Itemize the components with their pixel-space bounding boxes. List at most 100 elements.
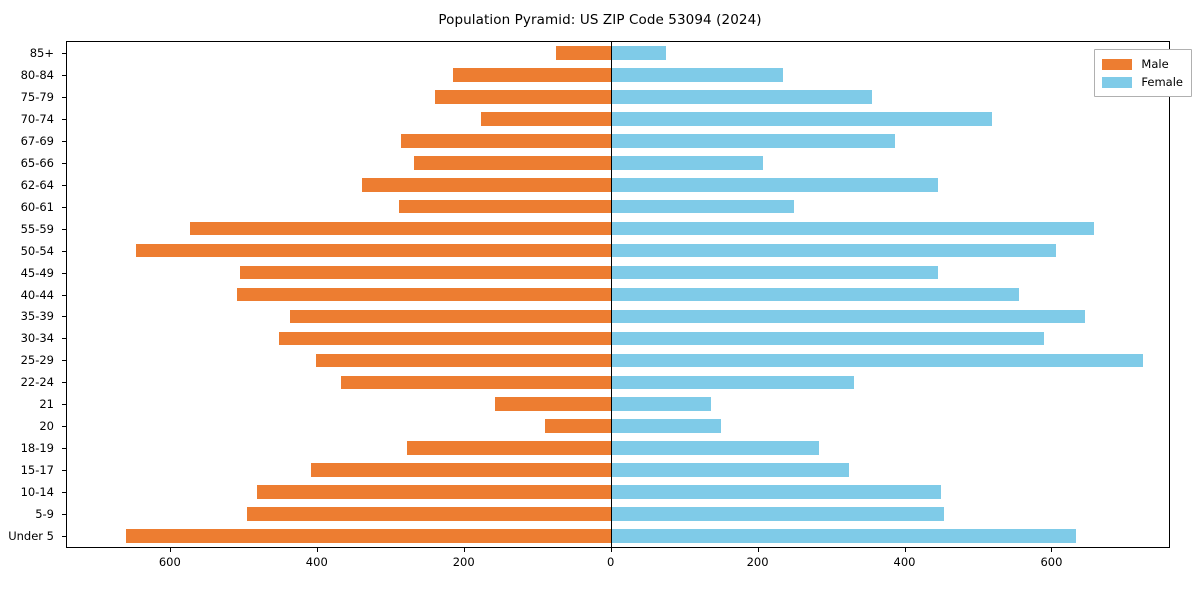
age-group-label: 67-69 [20, 133, 54, 148]
legend-swatch-female [1102, 76, 1133, 88]
age-group-label: 25-29 [20, 353, 54, 368]
pyramid-row [67, 331, 1169, 346]
bar-female [610, 419, 721, 434]
bar-male [555, 46, 611, 60]
bar-female [610, 199, 795, 214]
age-group-label: 5-9 [35, 507, 54, 522]
age-group-label: 45-49 [20, 265, 54, 280]
age-group-label: 15-17 [20, 463, 54, 478]
axis-tick [62, 470, 66, 472]
bar-male [239, 265, 611, 280]
bar-female [610, 507, 945, 521]
legend-label: Female [1141, 75, 1183, 89]
bar-male [246, 507, 611, 521]
axis-tick [62, 74, 66, 76]
bar-male [414, 155, 611, 170]
legend-item[interactable]: Female [1102, 73, 1183, 91]
pyramid-row [67, 133, 1169, 148]
bar-female [610, 287, 1020, 302]
axis-tick [62, 118, 66, 120]
axis-tick [62, 250, 66, 252]
axis-tick [1051, 548, 1053, 552]
bar-male [136, 243, 611, 258]
bar-male [399, 199, 611, 214]
axis-tick [62, 162, 66, 164]
pyramid-row [67, 287, 1169, 302]
pyramid-row [67, 485, 1169, 499]
age-group-label: 22-24 [20, 375, 54, 390]
bar-male [236, 287, 611, 302]
age-group-label: 50-54 [20, 243, 54, 258]
bar-male [278, 331, 611, 346]
axis-tick [169, 548, 171, 552]
age-group-label: 60-61 [20, 199, 54, 214]
pyramid-row [67, 507, 1169, 521]
age-group-label: 40-44 [20, 287, 54, 302]
axis-tick [610, 548, 612, 552]
bar-female [610, 243, 1056, 258]
axis-tick [62, 96, 66, 98]
chart-title: Population Pyramid: US ZIP Code 53094 (2… [438, 12, 762, 28]
pyramid-row [67, 112, 1169, 126]
bar-male [435, 90, 611, 104]
axis-tick [62, 492, 66, 494]
bar-male [341, 375, 611, 390]
plot-area [66, 41, 1170, 548]
bar-male [189, 221, 611, 236]
bar-female [610, 112, 992, 126]
pyramid-row [67, 463, 1169, 477]
axis-tick [62, 206, 66, 208]
pyramid-row [67, 155, 1169, 170]
bar-male [257, 485, 611, 499]
population-tick-label: 600 [158, 555, 181, 569]
bar-male [481, 112, 611, 126]
bar-female [610, 46, 666, 60]
axis-tick [463, 548, 465, 552]
bar-female [610, 529, 1077, 543]
pyramid-row [67, 375, 1169, 390]
population-tick-label: 600 [1040, 555, 1063, 569]
age-group-label: 80-84 [20, 67, 54, 82]
pyramid-row [67, 353, 1169, 368]
zero-axis-line [610, 42, 612, 547]
legend-label: Male [1141, 57, 1169, 71]
pyramid-row [67, 265, 1169, 280]
pyramid-row [67, 419, 1169, 434]
axis-tick [316, 548, 318, 552]
population-tick-label: 400 [893, 555, 916, 569]
axis-tick [62, 184, 66, 186]
legend-item[interactable]: Male [1102, 55, 1183, 73]
bar-female [610, 375, 854, 390]
pyramid-row [67, 221, 1169, 236]
axis-tick [62, 294, 66, 296]
bar-male [289, 309, 611, 324]
bar-female [610, 265, 939, 280]
pyramid-row [67, 397, 1169, 412]
bar-female [610, 309, 1085, 324]
bar-female [610, 133, 895, 148]
population-tick-label: 400 [305, 555, 328, 569]
axis-tick [62, 272, 66, 274]
age-group-label: 20 [39, 419, 54, 434]
age-group-label: 30-34 [20, 331, 54, 346]
bar-female [610, 90, 873, 104]
pyramid-row [67, 529, 1169, 543]
axis-tick [62, 338, 66, 340]
pyramid-row [67, 243, 1169, 258]
bar-female [610, 397, 711, 412]
axis-tick [62, 140, 66, 142]
age-group-label: 55-59 [20, 221, 54, 236]
age-group-label: 65-66 [20, 155, 54, 170]
axis-tick [62, 228, 66, 230]
bar-male [316, 353, 611, 368]
bar-male [310, 463, 611, 477]
bar-male [362, 177, 611, 192]
pyramid-row [67, 68, 1169, 82]
bar-male [453, 68, 611, 82]
pyramid-row [67, 199, 1169, 214]
population-tick-label: 200 [746, 555, 769, 569]
bar-female [610, 177, 939, 192]
age-group-label: 75-79 [20, 89, 54, 104]
bar-female [610, 463, 849, 477]
